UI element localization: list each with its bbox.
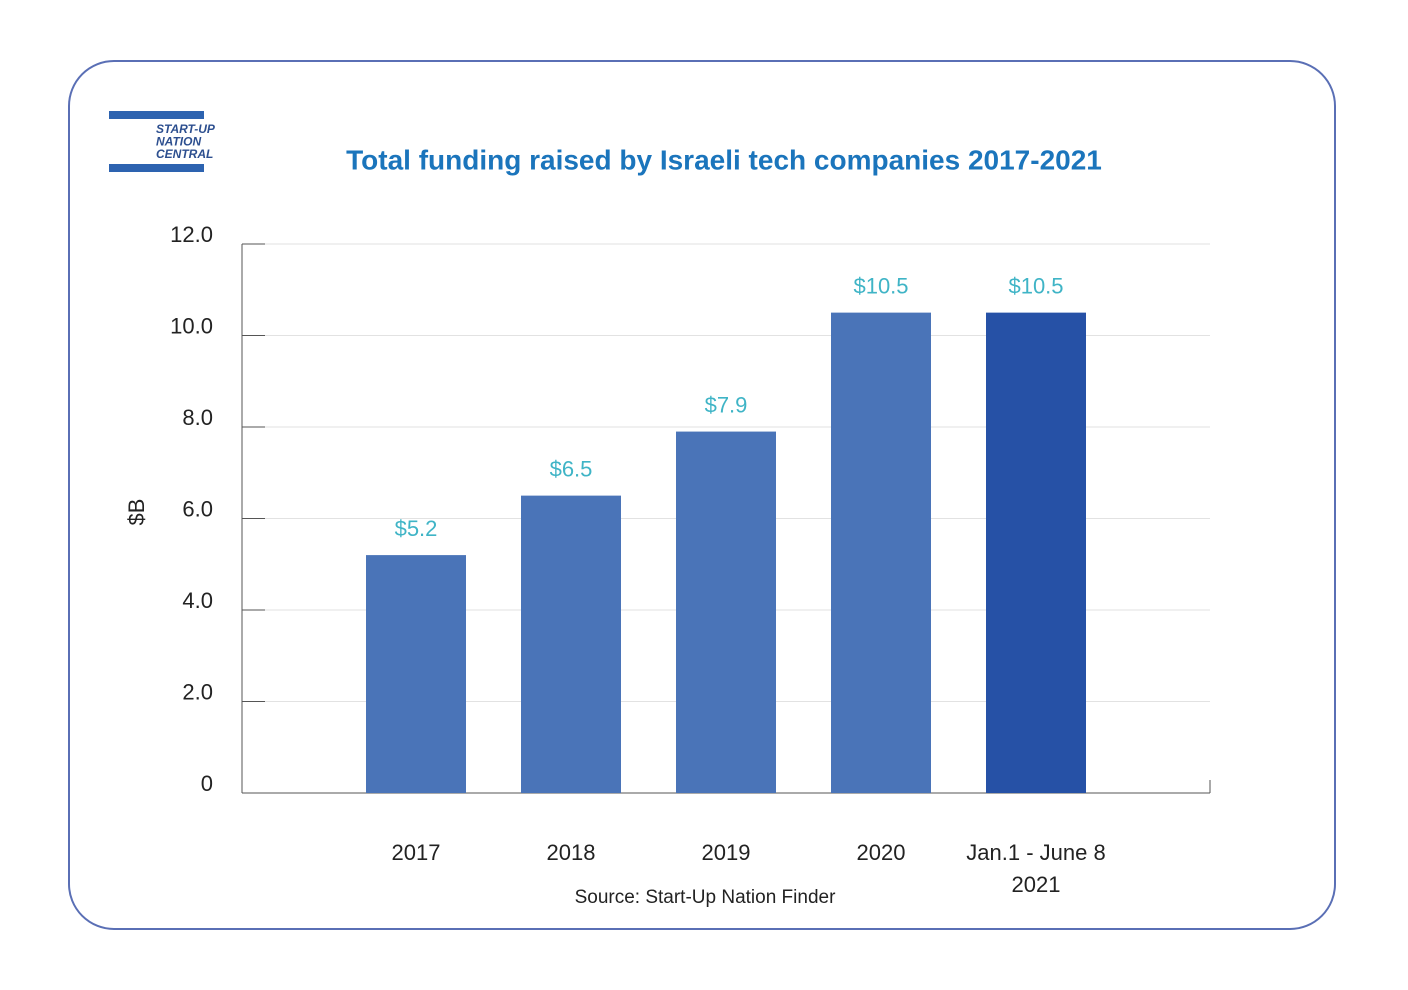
x-tick-label: 2019 (701, 840, 751, 865)
source: Source: Start-Up Nation Finder (575, 887, 837, 908)
card (68, 60, 1336, 930)
y-tick-label: 8.0 (182, 405, 213, 430)
y-tick-label: 0 (201, 771, 213, 796)
x-tick-label: Jan.1 - June 8 2021 (966, 840, 1106, 897)
x-tick-label: 2017 (391, 840, 441, 865)
chart-title: Total funding raised by Israeli tech com… (346, 144, 1102, 175)
bar (986, 312, 1086, 793)
logo-text: START-UP (156, 122, 216, 136)
logo-bar (109, 164, 204, 172)
y-tick-label: 12.0 (170, 222, 213, 247)
value-label: $6.5 (550, 456, 593, 481)
bar (521, 495, 621, 793)
bar (831, 312, 931, 793)
x-tick-label: 2018 (546, 840, 596, 865)
value-label: $10.5 (1008, 273, 1063, 298)
y-tick-label: 4.0 (182, 588, 213, 613)
y-tick-label: 2.0 (182, 679, 213, 704)
logo-text: NATION (156, 135, 201, 149)
value-label: $5.2 (395, 516, 438, 541)
logo-text: CENTRAL (156, 147, 213, 161)
value-label: $7.9 (705, 392, 748, 417)
logo-bar (109, 111, 204, 119)
y-axis-label: $B (124, 499, 149, 526)
bar (676, 431, 776, 793)
y-tick-label: 6.0 (182, 496, 213, 521)
y-tick-label: 10.0 (170, 313, 213, 338)
bar (366, 555, 466, 793)
x-tick-label: 2020 (856, 840, 906, 865)
value-label: $10.5 (853, 273, 908, 298)
